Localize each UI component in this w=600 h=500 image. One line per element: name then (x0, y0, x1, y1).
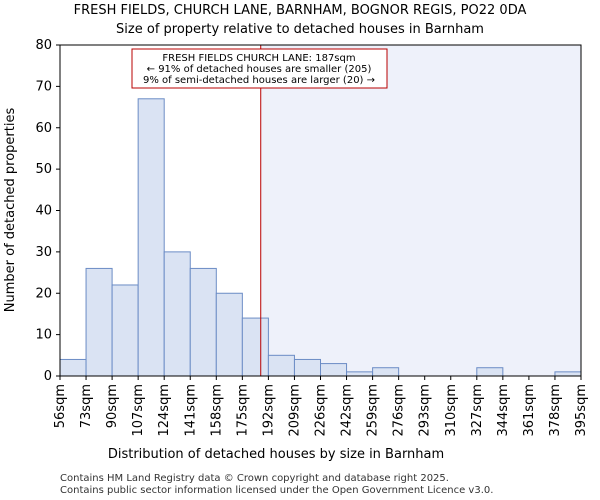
chart-title: FRESH FIELDS, CHURCH LANE, BARNHAM, BOGN… (74, 3, 527, 18)
x-tick-label: 107sqm (131, 384, 146, 437)
footer-licence: Contains public sector information licen… (60, 485, 494, 496)
footer-copyright: Contains HM Land Registry data © Crown c… (60, 473, 449, 484)
bars (59, 98, 582, 377)
bar-209sqm (293, 358, 322, 377)
x-tick-label: 395sqm (574, 384, 589, 437)
x-tick-label: 90sqm (105, 384, 120, 428)
bar-141sqm (189, 267, 217, 377)
x-tick-label: 293sqm (418, 384, 433, 437)
bar-107sqm (137, 98, 165, 377)
x-axis-ticks: 56sqm 73sqm 90sqm 107sqm 124sqm 141sqm 158sqm 1… (53, 376, 589, 437)
x-tick-label: 124sqm (157, 384, 172, 437)
y-axis-label: Number of detached properties (3, 108, 18, 313)
bar-90sqm (111, 284, 139, 377)
x-tick-label: 276sqm (392, 384, 407, 437)
bar-73sqm (85, 267, 113, 377)
y-tick-label: 60 (35, 121, 52, 136)
y-tick-label: 50 (35, 162, 52, 177)
y-tick-label: 70 (35, 79, 52, 94)
bar-378sqm (554, 371, 582, 377)
x-tick-label: 175sqm (235, 384, 250, 437)
y-tick-label: 40 (35, 204, 52, 219)
plot-area: 0 10 20 30 40 50 60 70 80 56sqm 73sqm 90sqm 107sqm 1… (35, 38, 589, 437)
annotation-line-2: ← 91% of detached houses are smaller (20… (147, 64, 372, 75)
annotation-line-3: 9% of semi-detached houses are larger (2… (143, 75, 375, 86)
y-axis-ticks: 0 10 20 30 40 50 60 70 80 (35, 38, 60, 384)
annotation-line-1: FRESH FIELDS CHURCH LANE: 187sqm (162, 53, 355, 64)
x-tick-label: 192sqm (261, 384, 276, 437)
annotation-box: FRESH FIELDS CHURCH LANE: 187sqm ← 91% o… (131, 48, 388, 89)
bar-327sqm (476, 367, 504, 377)
annotation-frame (131, 48, 388, 89)
x-tick-label: 158sqm (209, 384, 224, 437)
x-tick-label: 327sqm (470, 384, 485, 437)
x-tick-label: 56sqm (53, 384, 68, 428)
larger-region-shade (260, 45, 581, 376)
x-tick-label: 73sqm (79, 384, 94, 428)
x-tick-label: 259sqm (366, 384, 381, 437)
x-tick-label: 378sqm (548, 384, 563, 437)
x-tick-label: 209sqm (287, 384, 302, 437)
y-tick-label: 20 (35, 286, 52, 301)
bar-242sqm (346, 371, 374, 377)
x-tick-label: 242sqm (340, 384, 355, 437)
x-tick-label: 310sqm (444, 384, 459, 437)
bar-124sqm (163, 251, 191, 377)
y-tick-label: 80 (35, 38, 52, 53)
bar-158sqm (215, 292, 243, 377)
y-tick-label: 30 (35, 245, 52, 260)
y-tick-label: 0 (44, 369, 52, 384)
x-tick-label: 226sqm (314, 384, 329, 437)
bar-259sqm (372, 367, 400, 377)
x-axis-label: Distribution of detached houses by size … (108, 447, 444, 462)
bar-192sqm (267, 354, 295, 377)
chart-subtitle: Size of property relative to detached ho… (116, 22, 484, 37)
bar-56sqm (59, 358, 87, 377)
x-tick-label: 361sqm (522, 384, 537, 437)
x-tick-label: 141sqm (183, 384, 198, 437)
bar-175sqm (241, 317, 269, 377)
x-tick-label: 344sqm (496, 384, 511, 437)
bar-226sqm (320, 363, 348, 377)
y-tick-label: 10 (35, 328, 52, 343)
